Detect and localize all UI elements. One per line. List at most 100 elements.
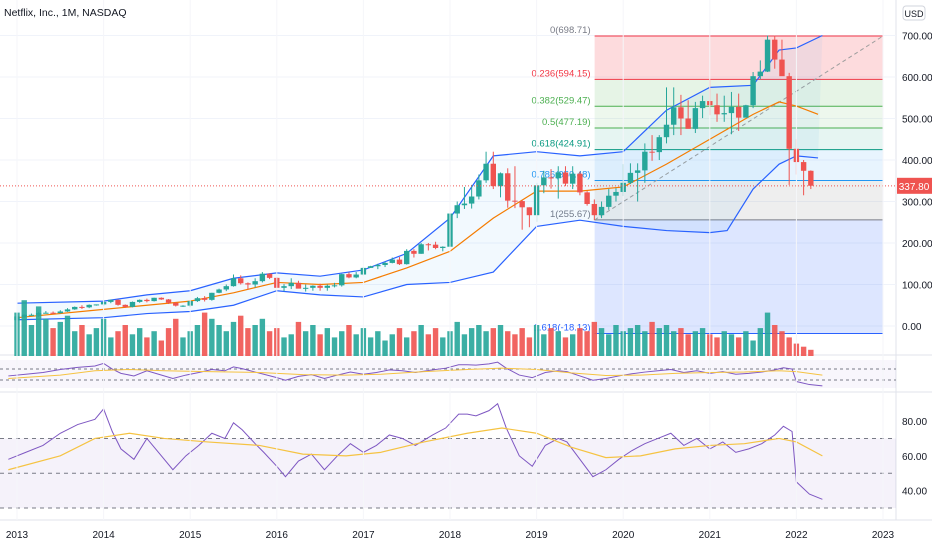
time-tick-label: 2013 (6, 530, 29, 541)
volume-bar (692, 331, 699, 356)
volume-bar (129, 334, 136, 356)
volume-bar (404, 337, 410, 356)
candle-body (158, 297, 165, 300)
volume-bar (115, 331, 121, 356)
volume-bar (238, 315, 244, 356)
volume-bar (808, 349, 814, 356)
time-tick-label: 2017 (352, 530, 375, 541)
candle-body (86, 304, 92, 308)
volume-bar (375, 331, 381, 356)
rsi-line (8, 402, 823, 500)
candle-body (180, 305, 186, 307)
volume-bar (173, 318, 179, 356)
volume-bar (519, 328, 525, 356)
candle-body (79, 306, 85, 308)
volume-bar (72, 331, 78, 356)
volume-bar (432, 328, 439, 356)
volume-bar (21, 300, 27, 356)
candle-body (389, 259, 395, 263)
candle-body (317, 285, 323, 288)
candle-body (764, 39, 771, 72)
fib-zone (594, 180, 883, 220)
volume-bar (468, 328, 475, 356)
osc-line (8, 361, 823, 387)
volume-bar (598, 328, 605, 356)
rsi-tick-label: 40.00 (902, 487, 927, 498)
rsi-ma-line (8, 427, 823, 471)
volume-bar (136, 328, 143, 356)
candle-body (129, 301, 136, 307)
volume-bar (526, 337, 533, 356)
volume-bar (699, 328, 706, 356)
bollinger-lower (16, 155, 819, 321)
candle-body (28, 314, 35, 316)
candle-body (526, 207, 533, 216)
volume-bar (505, 331, 511, 356)
volume-bar (201, 312, 208, 356)
volume-bar (151, 331, 157, 356)
candle-body (505, 173, 511, 201)
fib-level-label: 1(255.67) (550, 209, 591, 220)
candle-body (476, 180, 482, 197)
candle-body (678, 107, 684, 119)
candle-body (201, 298, 208, 300)
price-tick-label: 100.00 (902, 281, 932, 292)
volume-bar (389, 334, 395, 356)
volume-bar (28, 325, 35, 356)
candle-body (64, 309, 71, 312)
candle-body (331, 285, 338, 287)
volume-bar (86, 334, 92, 356)
candle-body (93, 304, 100, 306)
candle-body (136, 299, 143, 302)
candle-body (432, 244, 439, 248)
time-tick-label: 2018 (439, 530, 462, 541)
fib-level-label: 0(698.71) (550, 25, 591, 36)
candle-body (43, 312, 49, 314)
chart-title: Netflix, Inc., 1M, NASDAQ (4, 7, 127, 19)
candle-body (634, 170, 641, 173)
fib-level-label: 0.618(424.91) (531, 139, 590, 150)
volume-bar (50, 328, 56, 356)
volume-bar (548, 328, 554, 356)
candle-body (108, 299, 114, 302)
candle-body (209, 292, 215, 300)
volume-bar (266, 331, 273, 356)
volume-bar (57, 321, 63, 356)
candle-body (735, 106, 742, 118)
volume-bar (108, 337, 114, 356)
time-tick-label: 2021 (699, 530, 722, 541)
candle-body (483, 163, 489, 181)
candle-body (230, 278, 237, 287)
volume-bar (454, 321, 460, 356)
volume-bar (584, 331, 590, 356)
candle-body (757, 71, 764, 77)
candle-body (281, 286, 287, 288)
volume-bar (678, 328, 684, 356)
volume-bar (735, 337, 742, 356)
candle-body (519, 201, 525, 208)
candle-body (346, 274, 352, 278)
volume-bar (750, 340, 756, 356)
price-tick-label: 600.00 (902, 73, 932, 84)
volume-bar (591, 321, 598, 356)
candle-body (396, 259, 403, 265)
candle-body (339, 274, 345, 286)
volume-bar (656, 328, 662, 356)
candle-body (144, 299, 150, 302)
candle-body (245, 283, 251, 285)
candle-body (382, 262, 388, 265)
volume-bar (606, 334, 612, 356)
volume-bar (714, 337, 720, 356)
candle-body (223, 286, 229, 290)
volume-bar (555, 331, 561, 356)
volume-bar (440, 337, 446, 356)
candle-body (750, 76, 756, 106)
candle-body (800, 162, 807, 171)
candle-body (418, 244, 424, 254)
volume-bar (64, 315, 71, 356)
volume-bar (245, 328, 251, 356)
candle-body (569, 173, 576, 184)
volume-bar (627, 328, 634, 356)
